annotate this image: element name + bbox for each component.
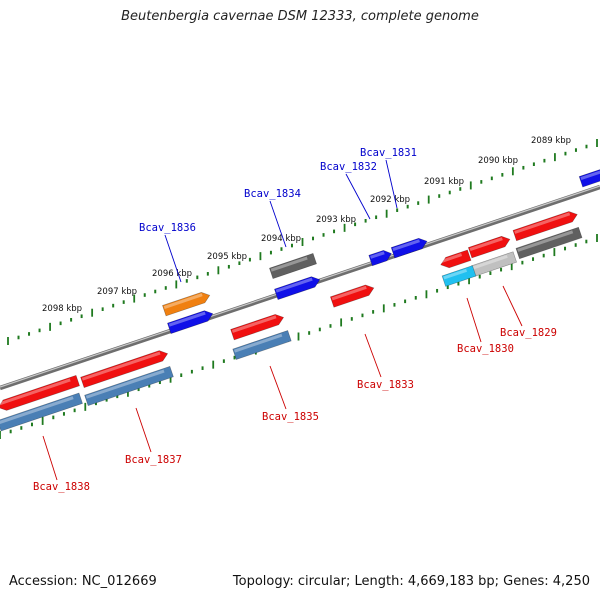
leader-line	[502, 285, 523, 327]
gene-label: Bcav_1833	[357, 379, 414, 391]
kbp-label: 2094 kbp	[261, 234, 301, 244]
leader-line	[164, 234, 182, 283]
gene-label: Bcav_1831	[360, 147, 417, 159]
gene-feature	[167, 310, 214, 334]
leader-line	[135, 407, 152, 453]
gene-feature	[269, 253, 317, 279]
gene-feature	[467, 235, 511, 259]
gene-feature	[512, 211, 578, 242]
gene-label: Bcav_1837	[125, 454, 182, 466]
kbp-label: 2096 kbp	[152, 269, 192, 279]
gene-feature	[390, 237, 428, 259]
kbp-label: 2098 kbp	[42, 304, 82, 314]
gene-feature	[232, 330, 292, 360]
gene-labels: Bcav_1831 Bcav_1832 Bcav_1834 Bcav_1836 Bcav…	[33, 147, 557, 493]
leader-line	[364, 333, 382, 378]
accession-text: Accession: NC_012669	[9, 574, 157, 589]
gene-label: Bcav_1838	[33, 481, 90, 493]
gene-features	[0, 166, 600, 432]
gene-feature	[368, 250, 392, 267]
gene-label: Bcav_1832	[320, 161, 377, 173]
gene-feature	[441, 265, 477, 287]
kbp-label: 2097 kbp	[97, 287, 137, 297]
gene-feature	[80, 350, 169, 388]
leader-line	[345, 173, 371, 220]
kbp-label: 2091 kbp	[424, 177, 464, 187]
gene-feature	[274, 276, 321, 300]
gene-feature	[0, 392, 83, 432]
gene-feature	[440, 249, 472, 269]
gene-label: Bcav_1830	[457, 343, 514, 355]
topology-summary: Topology: circular; Length: 4,669,183 bp…	[232, 574, 590, 589]
gene-feature	[0, 374, 80, 411]
gene-label: Bcav_1834	[244, 188, 301, 200]
leader-line	[269, 200, 287, 248]
gene-label: Bcav_1829	[500, 327, 557, 339]
gene-feature	[330, 284, 375, 308]
kbp-label: 2090 kbp	[478, 156, 518, 166]
leader-line	[466, 297, 482, 343]
leader-line	[269, 365, 287, 410]
map-title: Beutenbergia cavernae DSM 12333, complet…	[121, 9, 479, 24]
gene-feature	[230, 314, 285, 341]
leader-line	[385, 159, 398, 209]
kbp-label: 2092 kbp	[370, 195, 410, 205]
kbp-labels: 2089 kbp 2090 kbp 2091 kbp 2092 kbp 2093 kbp…	[42, 136, 571, 314]
gene-label: Bcav_1836	[139, 222, 196, 234]
kbp-label: 2093 kbp	[316, 215, 356, 225]
kbp-label: 2089 kbp	[531, 136, 571, 146]
kbp-label: 2095 kbp	[207, 252, 247, 262]
gene-feature	[84, 366, 174, 406]
leader-line	[42, 435, 58, 481]
gene-label: Bcav_1835	[262, 411, 319, 423]
gene-feature	[515, 226, 583, 260]
label-leaders	[42, 159, 523, 481]
gene-feature	[578, 166, 600, 188]
gene-feature	[162, 292, 211, 317]
